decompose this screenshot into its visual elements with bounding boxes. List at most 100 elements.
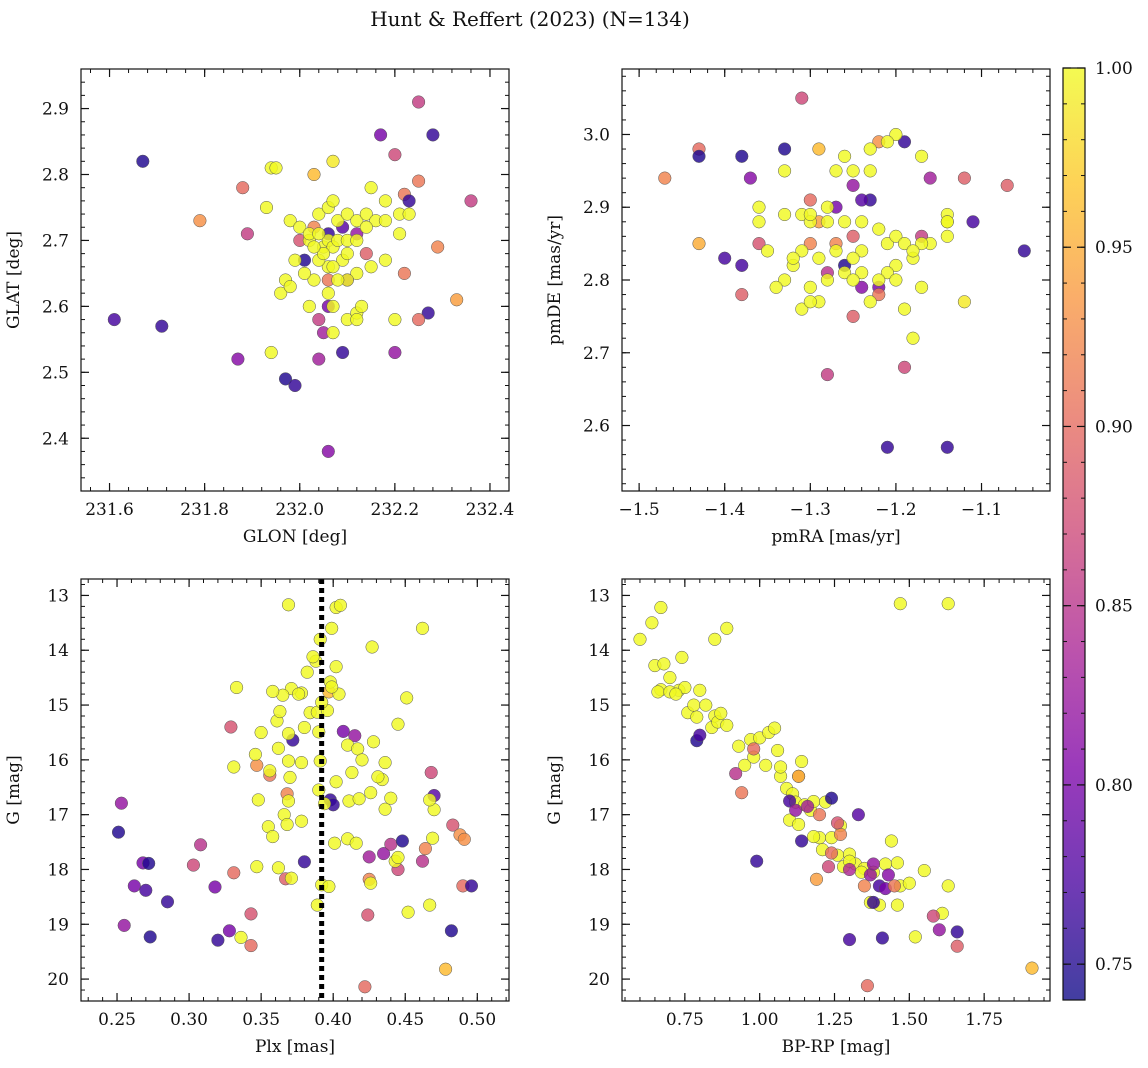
y-tick-label: 16 (588, 751, 610, 771)
data-point (940, 215, 954, 229)
data-point (855, 193, 869, 207)
data-point (350, 214, 364, 228)
y-tick-label: 19 (47, 915, 69, 935)
data-point (889, 127, 903, 142)
data-point (412, 313, 426, 327)
data-point (803, 207, 817, 222)
data-point (795, 834, 809, 848)
data-point (897, 237, 912, 251)
data-point (281, 727, 296, 741)
data-point (824, 791, 839, 805)
data-point (160, 895, 175, 909)
data-point (402, 207, 416, 221)
data-point (645, 616, 659, 630)
data-point (654, 600, 668, 615)
data-point (820, 273, 834, 287)
data-point (322, 879, 336, 894)
data-point (378, 214, 392, 228)
data-point (812, 142, 826, 156)
data-point (412, 95, 426, 109)
data-point (906, 331, 920, 345)
data-point (747, 742, 761, 756)
data-point (966, 215, 980, 229)
y-tick-label: 2.6 (42, 297, 69, 317)
data-point (846, 164, 860, 178)
data-point (208, 880, 222, 894)
data-point (364, 876, 378, 890)
data-point (792, 769, 806, 783)
data-point (872, 222, 886, 236)
data-point (397, 266, 411, 280)
data-point (821, 860, 836, 874)
data-point (932, 923, 946, 937)
data-point (783, 794, 797, 808)
data-point (364, 786, 378, 800)
data-point (307, 240, 321, 254)
data-point (838, 215, 852, 229)
data-point (250, 758, 264, 772)
colorbar-gradient (1063, 68, 1085, 1000)
data-point (675, 650, 689, 664)
data-point (281, 598, 296, 612)
data-point (329, 660, 343, 674)
data-point (388, 345, 402, 360)
data-point (889, 258, 903, 272)
data-point (331, 214, 345, 228)
y-tick-label: 2.8 (42, 166, 69, 186)
data-point (127, 879, 141, 893)
data-point (328, 836, 342, 850)
data-point (302, 299, 316, 313)
data-point (809, 872, 824, 886)
data-point (254, 725, 268, 740)
data-point (193, 214, 207, 228)
y-tick-label: 19 (588, 915, 610, 935)
colorbar-tick-label: 0.80 (1095, 776, 1133, 796)
data-point (231, 352, 245, 366)
data-point (446, 818, 460, 832)
data-point (418, 842, 432, 856)
x-tick-label: 0.30 (170, 1010, 208, 1030)
y-tick-label: 2.9 (583, 198, 610, 218)
data-point (361, 908, 375, 922)
x-tick-label: 1.25 (816, 1010, 854, 1030)
data-point (248, 747, 262, 761)
data-point (830, 816, 845, 830)
data-point (283, 770, 297, 784)
data-point (350, 313, 364, 327)
data-point (326, 299, 340, 313)
data-point (846, 229, 860, 243)
data-point (720, 621, 734, 635)
data-point (211, 933, 225, 947)
y-tick-label: 2.7 (583, 344, 610, 364)
data-point (807, 830, 821, 844)
data-point (738, 758, 752, 772)
data-point (194, 838, 208, 852)
y-tick-label: 18 (47, 860, 69, 880)
data-point (326, 154, 340, 168)
scatter-points (658, 91, 1031, 454)
data-point (663, 671, 677, 685)
data-point (838, 266, 852, 280)
data-point (297, 855, 311, 869)
x-tick-label: 0.75 (666, 1010, 704, 1030)
data-point (771, 743, 785, 758)
data-point (388, 313, 402, 327)
data-point (424, 765, 438, 780)
data-point (263, 764, 277, 778)
data-point (326, 260, 340, 274)
data-point (374, 128, 388, 142)
y-axis-label: GLAT [deg] (4, 231, 24, 329)
data-point (359, 220, 373, 234)
data-point (950, 939, 964, 953)
data-point (838, 149, 852, 163)
data-point (846, 178, 860, 192)
data-point (863, 164, 877, 178)
data-point (274, 286, 288, 300)
data-point (351, 742, 365, 756)
y-tick-label: 3.0 (583, 125, 610, 145)
data-point (307, 167, 321, 182)
data-point (136, 154, 150, 168)
data-point (803, 280, 817, 294)
x-tick-label: 232.4 (466, 500, 515, 520)
data-point (917, 864, 931, 878)
